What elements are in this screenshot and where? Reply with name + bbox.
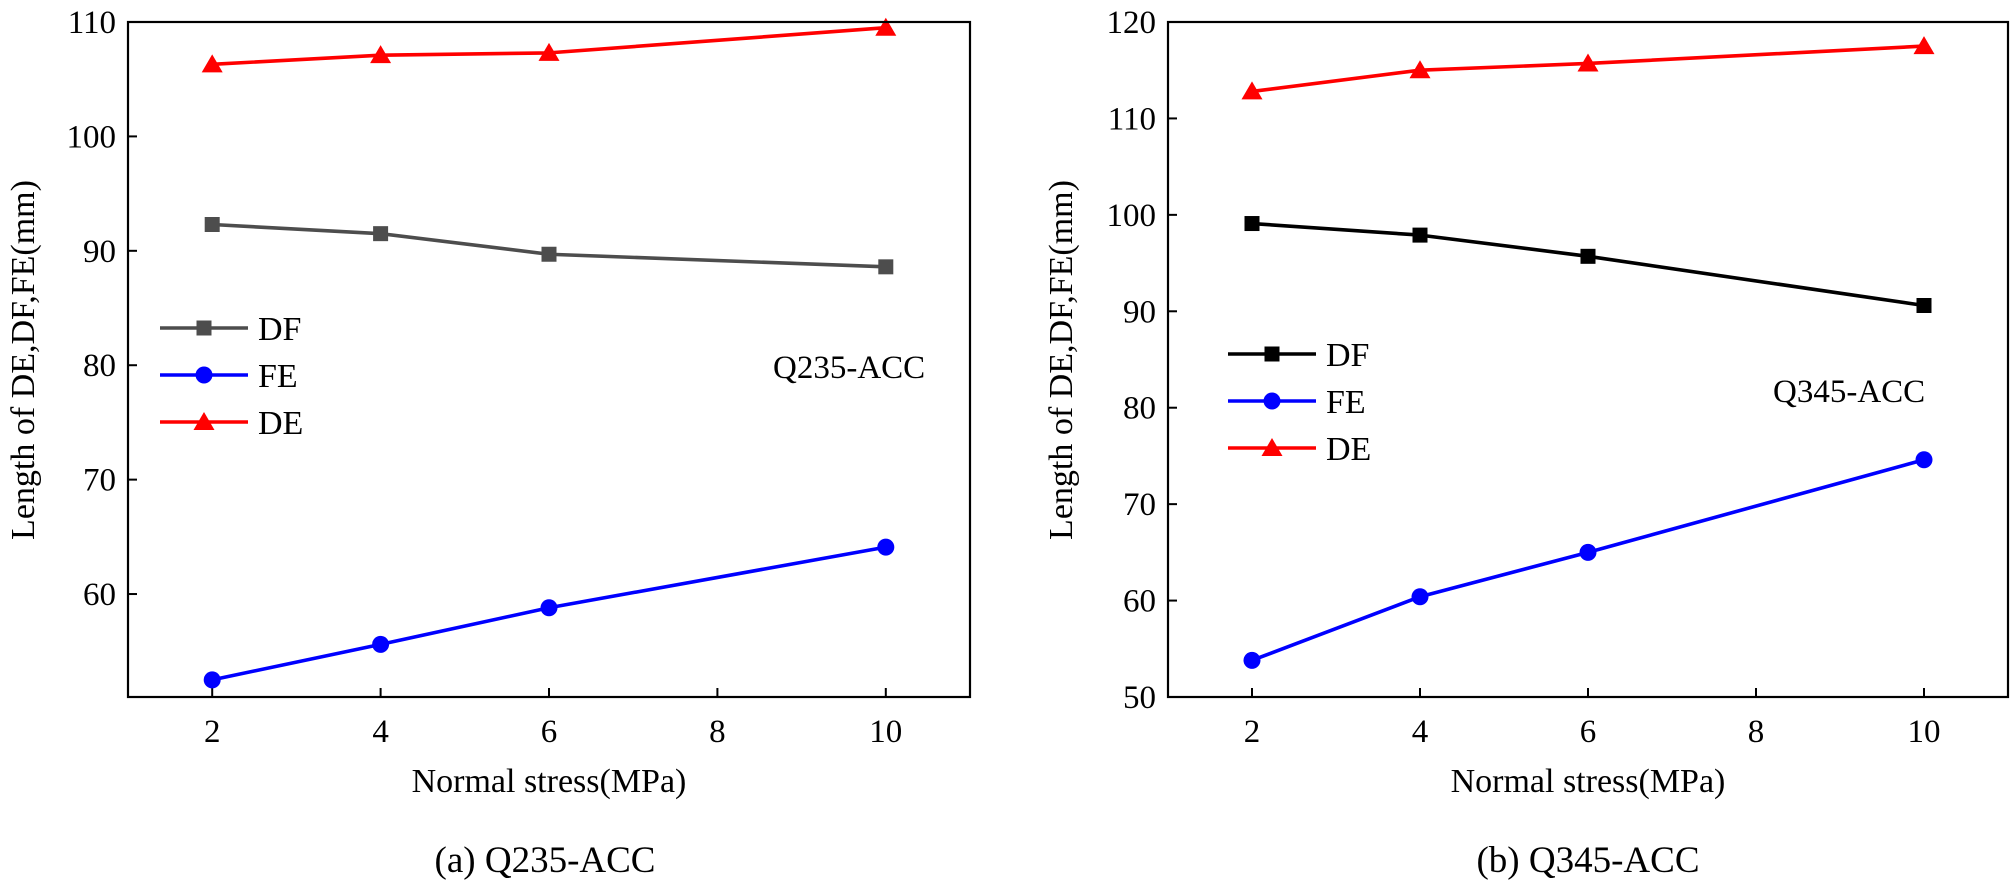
data-point-df-a [878, 259, 894, 275]
data-point-de-a [201, 54, 223, 73]
y-tick-label-b: 50 [1123, 680, 1156, 716]
data-point-de-b [1913, 36, 1935, 55]
data-point-fe-b [1243, 651, 1261, 669]
data-point-df-b [1580, 248, 1596, 264]
y-tick-label-a: 70 [83, 463, 116, 499]
legend-label-fe-a: FE [258, 358, 298, 395]
plot-frame-a [126, 20, 972, 699]
series-line-fe-a [211, 545, 887, 682]
x-tick-label-a: 10 [869, 714, 902, 750]
data-point-fe-b [1411, 588, 1429, 606]
data-point-de-b [1409, 60, 1431, 79]
annotation-q235-acc: Q235-ACC [773, 350, 925, 386]
plot-frame-b [1166, 20, 2010, 699]
y-tick-label-b: 80 [1123, 391, 1156, 427]
data-point-df-b [1412, 227, 1428, 243]
x-tick-label-a: 4 [372, 714, 389, 750]
series-line-df-a [212, 222, 886, 269]
data-point-df-a [541, 246, 557, 262]
axis-ticks-b: 2 4 6 8 10 50 60 70 80 90 100 110 120 [1107, 5, 1941, 750]
data-point-de-a [370, 45, 392, 64]
y-tick-label-b: 70 [1123, 487, 1156, 523]
legend-b: DF FE DE [1228, 337, 1371, 468]
y-tick-label-b: 90 [1123, 294, 1156, 330]
legend-label-df-b: DF [1326, 337, 1369, 374]
data-point-df-b [1244, 216, 1260, 232]
data-point-df-a [373, 226, 389, 242]
series-layer-b [1241, 36, 1935, 669]
chart-panel-b: 2 4 6 8 10 50 60 70 80 90 100 110 120 Normal stress(… [1043, 5, 2010, 881]
legend-label-de-b: DE [1326, 431, 1371, 468]
y-tick-label-b: 110 [1108, 101, 1156, 137]
y-axis-title-b: Length of DE,DF,FE(mm) [1043, 180, 1080, 540]
legend-marker-df-b [1264, 346, 1280, 362]
y-tick-label-a: 110 [68, 5, 116, 41]
legend-marker-fe-a [195, 366, 213, 384]
x-axis-title-a: Normal stress(MPa) [412, 763, 687, 800]
series-line-fe-b [1251, 458, 1925, 663]
series-line-de-b [1251, 44, 1925, 94]
data-point-fe-a [540, 599, 558, 617]
y-tick-label-a: 60 [83, 577, 116, 613]
x-tick-label-b: 2 [1244, 714, 1261, 750]
series-layer-a [201, 17, 897, 689]
axis-ticks-a: 2 4 6 8 10 60 70 80 90 100 110 [67, 5, 903, 750]
legend-marker-de-b [1261, 438, 1283, 456]
x-tick-label-a: 6 [541, 714, 558, 750]
x-tick-label-a: 2 [204, 714, 221, 750]
data-point-de-b [1577, 53, 1599, 72]
y-tick-label-a: 90 [83, 234, 116, 270]
x-tick-label-b: 4 [1412, 714, 1429, 750]
y-tick-label-a: 80 [83, 348, 116, 384]
x-tick-label-a: 8 [709, 714, 726, 750]
series-line-df-b [1251, 221, 1925, 308]
data-point-fe-a [203, 671, 221, 689]
data-point-fe-a [372, 635, 390, 653]
y-tick-label-a: 100 [67, 119, 117, 155]
legend-label-de-a: DE [258, 405, 303, 442]
legend-a: DF FE DE [160, 311, 303, 442]
legend-label-fe-b: FE [1326, 384, 1366, 421]
data-point-de-a [875, 17, 897, 36]
data-point-df-a [204, 217, 220, 232]
y-axis-title-a: Length of DE,DF,FE(mm) [5, 180, 42, 540]
legend-marker-df-a [196, 320, 212, 336]
legend-label-df-a: DF [258, 311, 301, 348]
x-tick-label-b: 6 [1580, 714, 1597, 750]
data-point-df-b [1916, 298, 1932, 313]
data-point-fe-a [877, 538, 895, 556]
y-tick-label-b: 100 [1107, 198, 1157, 234]
annotation-q345-acc: Q345-ACC [1773, 374, 1925, 410]
legend-marker-de-a [193, 412, 215, 430]
legend-marker-fe-b [1263, 392, 1281, 410]
data-point-fe-b [1915, 451, 1933, 469]
y-tick-label-b: 60 [1123, 584, 1156, 620]
caption-a: (a) Q235-ACC [435, 840, 656, 881]
data-point-de-b [1241, 81, 1263, 100]
y-tick-label-b: 120 [1107, 5, 1157, 41]
x-tick-label-b: 8 [1748, 714, 1765, 750]
data-point-de-a [538, 42, 560, 61]
caption-b: (b) Q345-ACC [1476, 840, 1699, 881]
x-axis-title-b: Normal stress(MPa) [1451, 763, 1726, 800]
data-point-fe-b [1579, 543, 1597, 561]
x-tick-label-b: 10 [1908, 714, 1941, 750]
series-line-de-a [212, 25, 886, 67]
